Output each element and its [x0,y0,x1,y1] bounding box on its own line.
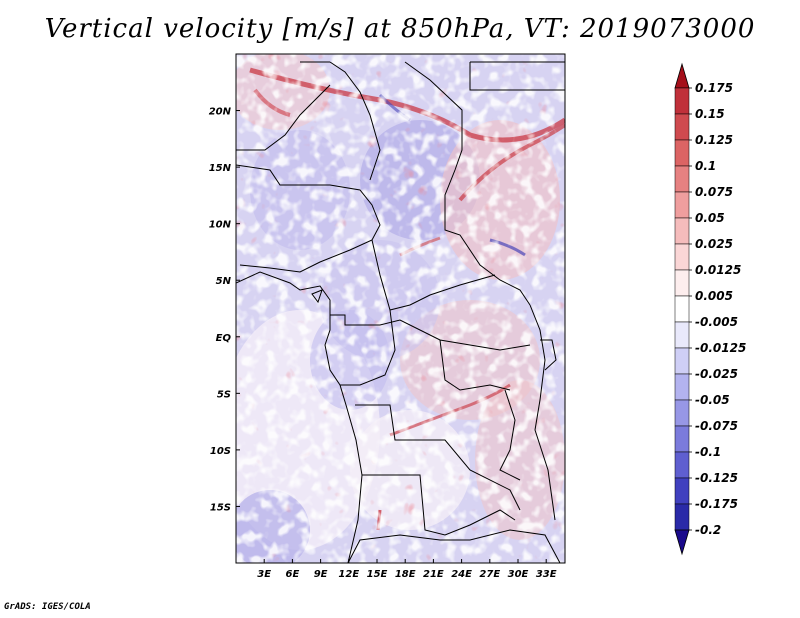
lon-tick-label: 3E [257,569,271,580]
colorbar-label: 0.075 [695,185,733,199]
longitude-axis: 3E 6E 9E 12E 15E 18E 21E 24E 27E 30E 33E [257,559,557,580]
latitude-axis: 20N 15N 10N 5N EQ 5S 10S 15S [209,107,240,513]
colorbar-label: -0.125 [695,471,738,485]
colorbar-segment [674,451,690,479]
colorbar-segment [674,243,690,271]
colorbar-label: -0.075 [695,419,738,433]
colorbar-label: 0.05 [695,211,725,225]
colorbar-legend: 0.175 0.15 0.125 0.1 0.075 0.05 0.025 0.0125 0.0… [674,62,746,556]
velocity-field [236,54,565,563]
lon-tick-label: 33E [536,569,557,580]
colorbar-label: -0.1 [695,445,721,459]
lon-tick-label: 24E [451,569,472,580]
colorbar-label: 0.0125 [695,263,741,277]
colorbar-segment [674,217,690,245]
lat-tick-label: 10S [210,446,231,457]
lon-tick-label: 12E [338,569,359,580]
map-title: Vertical velocity [m/s] at 850hPa, VT: 2… [44,14,756,44]
colorbar-segment [674,191,690,219]
colorbar-label: -0.0125 [695,341,746,355]
colorbar-label: 0.125 [695,133,733,147]
colorbar-label: 0.025 [695,237,733,251]
map-frame [235,53,566,564]
lon-tick-label: 9E [314,569,328,580]
colorbar-label: 0.15 [695,107,725,121]
lat-tick-label: 5N [216,276,232,287]
colorbar-label: -0.05 [695,393,730,407]
lon-tick-label: 6E [286,569,300,580]
lon-tick-label: 27E [479,569,500,580]
colorbar-segment [674,165,690,193]
lon-tick-label: 15E [367,569,388,580]
colorbar-label: 0.005 [695,289,733,303]
colorbar-segment [674,373,690,401]
colorbar-label: -0.2 [695,523,721,537]
lat-tick-label: 5S [217,389,231,400]
colorbar-label: -0.175 [695,497,738,511]
colorbar-segment [674,425,690,453]
lon-tick-label: 30E [508,569,529,580]
colorbar-segment [674,113,690,141]
country-borders [236,61,565,563]
colorbar-segment [674,321,690,349]
colorbar-segment [674,503,690,531]
lon-tick-label: 21E [423,569,444,580]
colorbar-label: -0.005 [695,315,738,329]
lat-tick-label: 15N [209,163,232,174]
lat-tick-label: 10N [209,220,232,231]
colorbar-segment [674,399,690,427]
lon-tick-label: 18E [395,569,416,580]
lat-tick-label: 15S [210,502,231,513]
lat-tick-label: 20N [209,107,232,118]
colorbar-segment [674,139,690,167]
colorbar-bottom-arrow [674,529,690,556]
colorbar-segment [674,347,690,375]
colorbar-label: 0.175 [695,81,733,95]
colorbar-label: -0.025 [695,367,738,381]
colorbar-segment [674,269,690,297]
colorbar-segment [674,477,690,505]
colorbar-segment [674,87,690,115]
grads-credit: GrADS: IGES/COLA [4,602,91,612]
colorbar-segment [674,295,690,323]
colorbar-top-arrow [674,62,690,89]
colorbar-label: 0.1 [695,159,716,173]
lat-tick-label: EQ [216,333,232,344]
